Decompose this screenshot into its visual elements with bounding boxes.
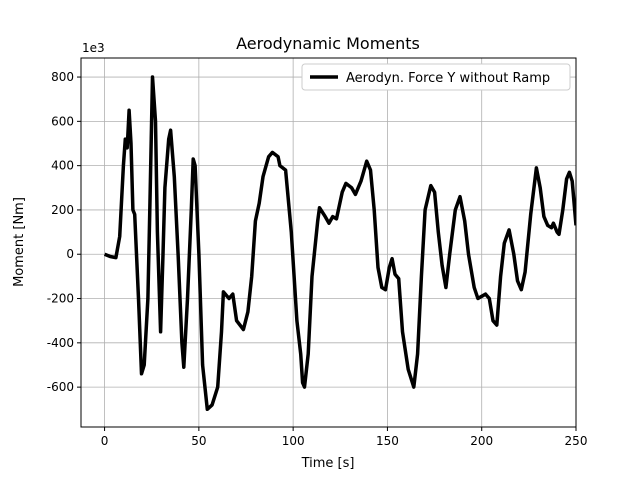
y-tick-label: -400 [47,336,74,350]
chart-title: Aerodynamic Moments [236,34,420,53]
y-tick-label: -600 [47,380,74,394]
y-tick-label: 0 [66,247,74,261]
x-tick-label: 0 [101,434,109,448]
x-tick-label: 250 [565,434,588,448]
x-tick-label: 200 [470,434,493,448]
x-tick-label: 50 [191,434,206,448]
data-line [103,75,576,412]
x-tick-label: 150 [376,434,399,448]
plot-frame [80,57,577,428]
x-tick-label: 100 [282,434,305,448]
x-axis-label: Time [s] [301,456,355,471]
y-axis-label: Moment [Nm] [12,197,27,287]
y-offset-label: 1e3 [82,41,105,55]
y-tick-label: 200 [51,203,74,217]
legend-box [301,63,571,91]
y-tick-label: 800 [51,70,74,84]
y-tick-label: 600 [51,114,74,128]
y-tick-label: 400 [51,159,74,173]
legend-label: Aerodyn. Force Y without Ramp [346,71,550,86]
y-tick-label: -200 [47,292,74,306]
